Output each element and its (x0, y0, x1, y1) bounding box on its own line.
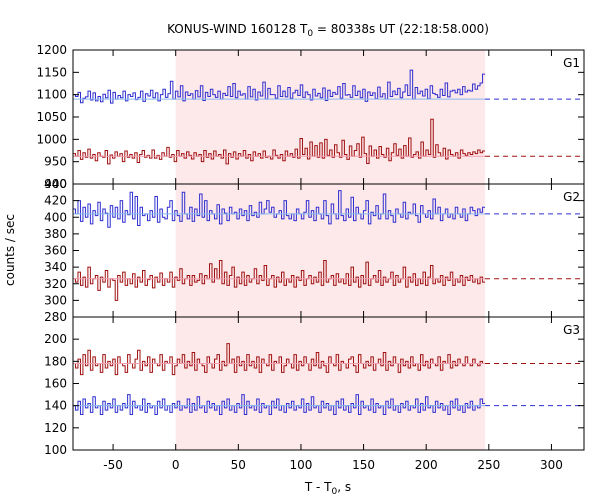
panel-label-g2: G2 (563, 190, 580, 204)
x-axis-label: T - T0, s (304, 480, 351, 497)
chart-title: KONUS-WIND 160128 T0 = 80338s UT (22:18:… (167, 22, 489, 39)
panel-g3: 100 120 140 160 180 200 G3 (44, 316, 585, 457)
y-tick-label: 1150 (36, 65, 67, 79)
y-tick-label: 160 (44, 377, 67, 391)
x-tick-label: 0 (172, 458, 180, 472)
panel-label-g3: G3 (563, 323, 580, 337)
x-tick-label: 50 (231, 458, 246, 472)
panel-g1: 900 950 1000 1050 1100 1150 1200 G1 (36, 43, 585, 191)
y-tick-label: 380 (44, 227, 67, 241)
y-tick-label: 420 (44, 194, 67, 208)
y-axis-label: counts / sec (3, 214, 17, 286)
panel-g2: 280 300 320 340 360 380 400 420 440 G2 (44, 177, 585, 324)
y-tick-label: 440 (44, 177, 67, 191)
y-tick-label: 320 (44, 277, 67, 291)
y-tick-label: 180 (44, 354, 67, 368)
y-tick-label: 1000 (36, 132, 67, 146)
panels: 900 950 1000 1050 1100 1150 1200 G1 280 300 320 340… (36, 43, 585, 457)
y-tick-label: 200 (44, 332, 67, 346)
y-tick-label: 1200 (36, 43, 67, 57)
x-tick-label: 300 (540, 458, 563, 472)
panel-label-g1: G1 (563, 56, 580, 70)
highlight-interval (175, 50, 486, 184)
y-tick-label: 280 (44, 310, 67, 324)
x-tick-label: 250 (477, 458, 500, 472)
y-tick-label: 360 (44, 244, 67, 258)
x-tick-label: 100 (289, 458, 312, 472)
y-tick-label: 140 (44, 399, 67, 413)
y-tick-label: 900 (44, 177, 67, 191)
y-tick-label: 1050 (36, 110, 67, 124)
y-tick-label: 1100 (36, 88, 67, 102)
x-axis: -50 0 50 100 150 200 250 300 (103, 458, 563, 472)
y-tick-label: 400 (44, 210, 67, 224)
series-low-g1 (73, 118, 486, 165)
highlight-interval (175, 317, 486, 450)
y-tick-label: 120 (44, 421, 67, 435)
series-low-g3 (73, 394, 486, 416)
series-low-g2 (73, 259, 486, 301)
y-tick-label: 100 (44, 443, 67, 457)
y-tick-label: 950 (44, 155, 67, 169)
series-high-g1 (73, 69, 486, 104)
y-tick-label: 340 (44, 260, 67, 274)
x-tick-label: -50 (103, 458, 123, 472)
y-tick-label: 300 (44, 293, 67, 307)
highlight-interval (175, 184, 486, 317)
x-tick-label: 150 (352, 458, 375, 472)
x-tick-label: 200 (415, 458, 438, 472)
